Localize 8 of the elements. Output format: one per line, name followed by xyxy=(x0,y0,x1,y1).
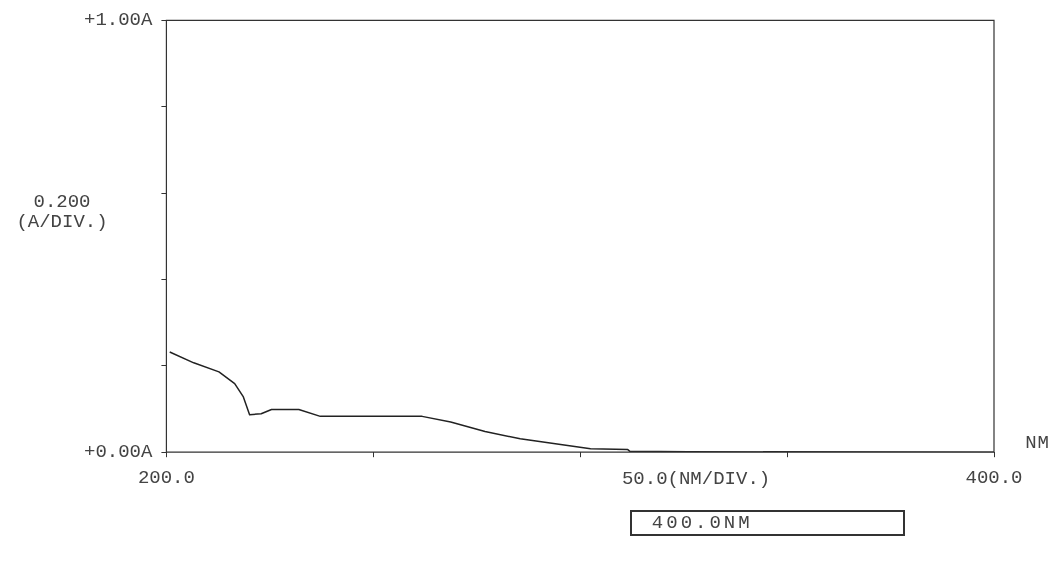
x-tick-label: 200.0 xyxy=(137,466,195,489)
y-axis-title: 0.200 (A/DIV.) xyxy=(16,190,108,233)
x-tick-label: 400.0 xyxy=(965,466,1023,489)
text: NM xyxy=(1025,432,1050,455)
y-tick-label: +1.00A xyxy=(83,9,153,32)
y-tick-label: +0.00A xyxy=(83,441,153,464)
text: 400.0NM xyxy=(629,510,905,537)
x-axis-title: 50.0(NM/DIV.) xyxy=(621,467,771,490)
